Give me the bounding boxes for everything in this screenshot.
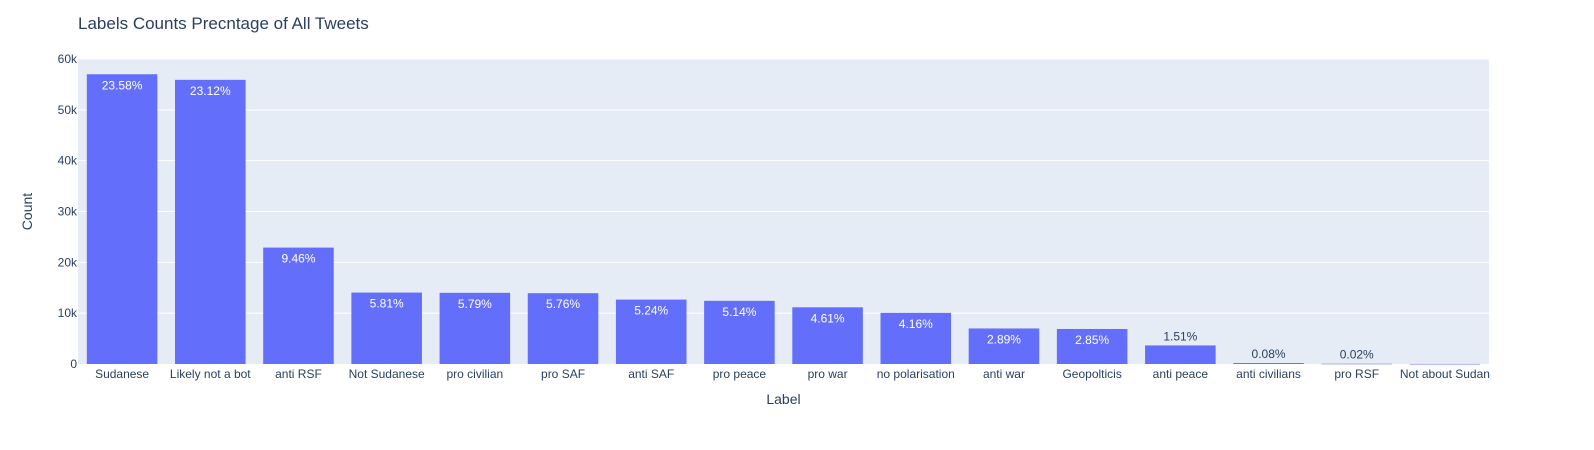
bar[interactable] bbox=[615, 299, 687, 364]
x-tick-label: Not Sudanese bbox=[349, 367, 425, 381]
bar[interactable] bbox=[1233, 363, 1304, 364]
bar-data-label: 9.46% bbox=[281, 252, 315, 266]
bar-data-label: 23.12% bbox=[190, 84, 231, 98]
bar[interactable] bbox=[86, 74, 158, 364]
bar-data-label: 0.02% bbox=[1340, 348, 1374, 362]
bar-data-label: 5.24% bbox=[634, 304, 668, 318]
bar-data-label: 2.85% bbox=[1075, 333, 1109, 347]
x-tick-label: anti SAF bbox=[628, 367, 674, 381]
x-tick-label: anti peace bbox=[1153, 367, 1209, 381]
bar[interactable] bbox=[527, 293, 599, 364]
bar[interactable] bbox=[1321, 363, 1392, 365]
y-tick-label: 50k bbox=[58, 103, 78, 117]
bar-data-label: 23.58% bbox=[102, 78, 143, 92]
bar-data-label: 2.89% bbox=[987, 332, 1021, 346]
chart-title: Labels Counts Precntage of All Tweets bbox=[78, 14, 369, 33]
x-tick-labels: Sudanese Likely not a bot anti RSF Not Suda… bbox=[95, 367, 1490, 381]
x-tick-label: pro civilian bbox=[446, 367, 503, 381]
bar-data-label: 5.76% bbox=[546, 297, 580, 311]
y-tick-label: 10k bbox=[58, 306, 78, 320]
bar-data-label: 1.51% bbox=[1163, 329, 1197, 343]
x-tick-label: no polarisation bbox=[877, 367, 955, 381]
x-tick-label: Likely not a bot bbox=[170, 367, 251, 381]
bar[interactable] bbox=[792, 307, 863, 364]
x-axis-title: Label bbox=[766, 391, 800, 407]
bar-data-label: 4.16% bbox=[899, 317, 933, 331]
x-tick-label: anti RSF bbox=[275, 367, 322, 381]
x-tick-label: pro peace bbox=[713, 367, 767, 381]
bar-data-label: 5.14% bbox=[722, 305, 756, 319]
bar-data-label: 0.08% bbox=[1252, 347, 1286, 361]
bar[interactable] bbox=[439, 292, 511, 364]
y-tick-labels: 0 10k 20k 30k 40k 50k 60k bbox=[58, 52, 78, 371]
bars-group bbox=[86, 74, 1481, 365]
y-tick-label: 30k bbox=[58, 205, 78, 219]
x-tick-label: anti war bbox=[983, 367, 1025, 381]
bar[interactable] bbox=[175, 79, 246, 364]
bar[interactable] bbox=[1409, 363, 1481, 365]
bar[interactable] bbox=[263, 247, 334, 364]
bar[interactable] bbox=[880, 312, 952, 364]
x-tick-label: Sudanese bbox=[95, 367, 149, 381]
y-tick-label: 20k bbox=[58, 255, 78, 269]
x-tick-label: anti civilians bbox=[1236, 367, 1301, 381]
y-tick-label: 40k bbox=[58, 154, 78, 168]
bar-labels-group: 23.58% 23.12% 9.46% 5.81% 5.79% 5.76% 5.24% 5.1… bbox=[102, 78, 1374, 361]
bar-data-label: 5.81% bbox=[370, 297, 404, 311]
bar-data-label: 5.79% bbox=[458, 297, 492, 311]
bar[interactable] bbox=[1056, 328, 1128, 364]
bar[interactable] bbox=[704, 300, 775, 364]
y-tick-label: 0 bbox=[70, 357, 77, 371]
x-tick-label: pro SAF bbox=[541, 367, 585, 381]
y-axis-title: Count bbox=[19, 193, 35, 230]
x-tick-label: Geopolticis bbox=[1062, 367, 1121, 381]
bar[interactable] bbox=[1145, 345, 1216, 364]
x-tick-label: Not about Sudan bbox=[1400, 367, 1490, 381]
y-tick-label: 60k bbox=[58, 52, 78, 66]
bar[interactable] bbox=[351, 292, 422, 364]
x-tick-label: pro war bbox=[808, 367, 848, 381]
bar-data-label: 4.61% bbox=[811, 311, 845, 325]
x-tick-label: pro RSF bbox=[1334, 367, 1379, 381]
bar[interactable] bbox=[968, 328, 1040, 364]
